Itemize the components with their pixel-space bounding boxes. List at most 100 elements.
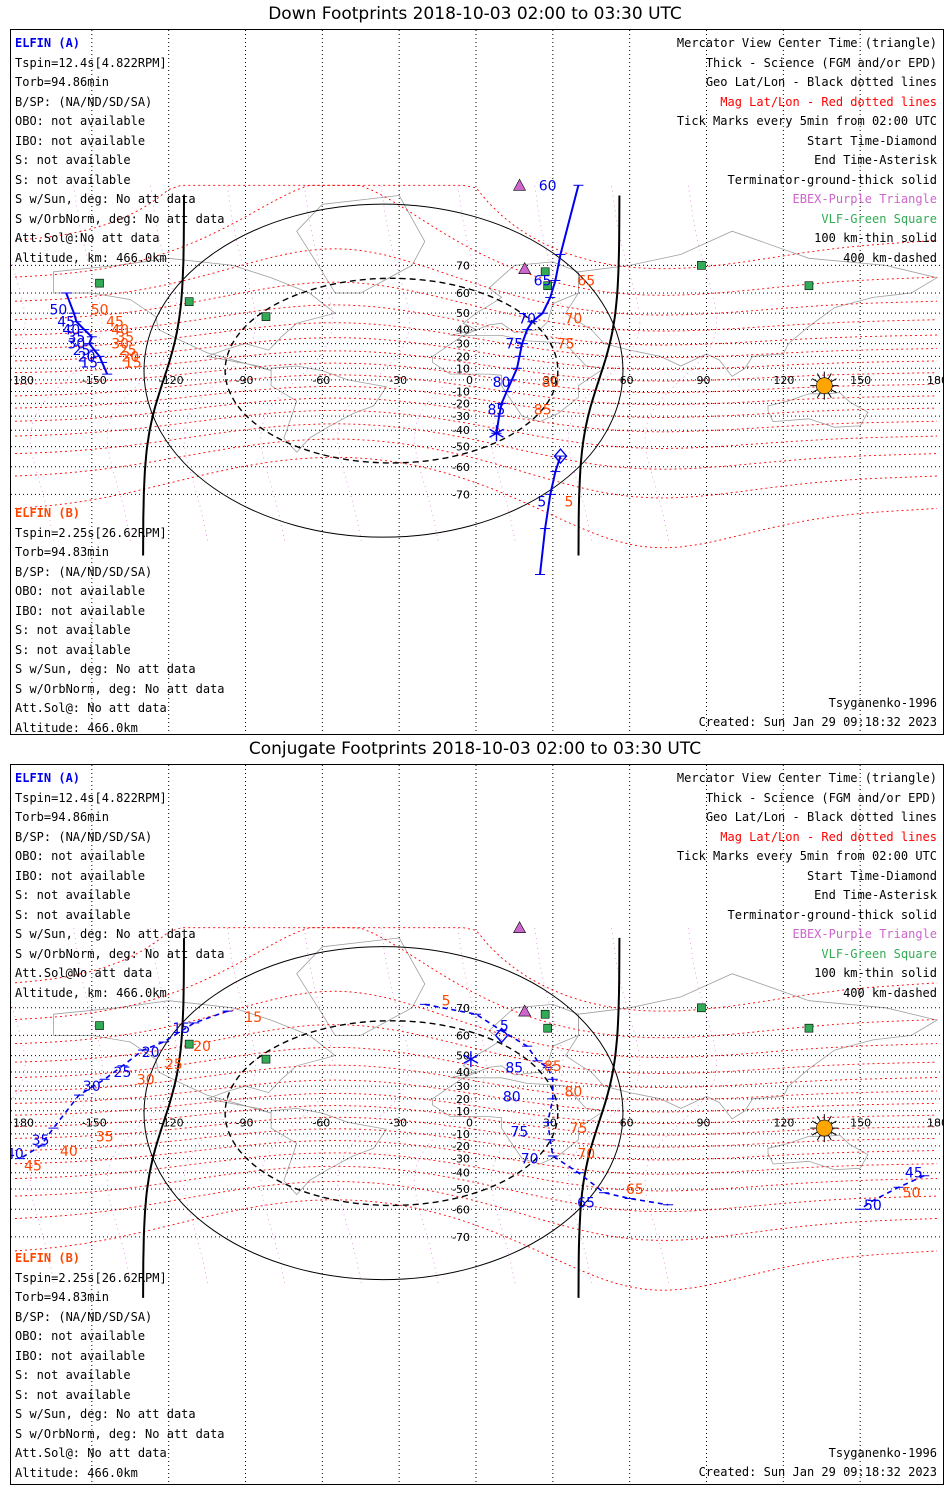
start-diamond-icon [494, 1027, 509, 1044]
legend-item: Thick - Science (FGM and/or EPD) [705, 55, 937, 70]
lon-tick-label: 90 [697, 374, 711, 387]
track-time-label-a: 45 [57, 315, 75, 331]
track-time-label-a: 25 [114, 1065, 132, 1081]
track-elfin-a [65, 292, 109, 375]
mag-parallel [14, 1024, 938, 1074]
track-time-label-a: 45 [905, 1166, 923, 1182]
vlf-square-icon [184, 1039, 194, 1049]
track-time-label-b: 80 [565, 1084, 583, 1100]
legend-item: Mercator View Center Time (triangle) [676, 36, 937, 50]
mag-parallel [14, 927, 938, 1012]
info-line: OBO: not available [15, 849, 146, 863]
vlf-square-icon [804, 281, 814, 291]
track-time-label-a: 50 [50, 303, 68, 319]
lat-tick-label: 60 [456, 1029, 470, 1042]
legend-item: Geo Lat/Lon - Black dotted lines [705, 810, 937, 824]
panel-title-down: Down Footprints 2018-10-03 02:00 to 03:3… [268, 4, 682, 24]
info-line: Altitude, km: 466.0km [15, 250, 167, 265]
mag-parallel [14, 438, 938, 499]
coastline [53, 257, 336, 371]
fov-100km [143, 203, 624, 538]
vlf-square-icon [540, 267, 550, 277]
track-time-label-a: 15 [80, 355, 98, 371]
sun-icon [816, 1119, 833, 1137]
end-asterisk-icon [489, 428, 504, 438]
legend: Mercator View Center Time (triangle) Thic… [677, 34, 937, 268]
info-line: S w/OrbNorm, deg: No att data [15, 211, 225, 226]
sun-ray [811, 378, 818, 383]
track-time-label-a: 35 [32, 1133, 50, 1149]
info-line: Att.Sol@: No att data [15, 1446, 167, 1460]
legend: Mercator View Center Time (triangle) Thic… [677, 769, 937, 1003]
legend-item: Start Time-Diamond [806, 868, 937, 883]
sat-a-header: ELFIN (A) [15, 36, 81, 50]
lat-tick-label: -20 [452, 397, 470, 410]
sun-ray [827, 1134, 832, 1141]
lat-tick-label: -60 [452, 461, 470, 474]
track-time-label-b: 45 [24, 1158, 42, 1174]
lat-tick-label: 60 [456, 287, 470, 300]
legend-item: Mag Lat/Lon - Red dotted lines [720, 94, 937, 109]
sat-b-info: ELFIN (B) Tspin=2.25s[26.62RPM] Torb=94.8… [15, 1249, 225, 1483]
ebex-triangle-icon [513, 921, 527, 934]
sat-a-lines: Tspin=12.4s[4.822RPM] Torb=94.86min B/SP: … [15, 789, 225, 1004]
coastline [767, 1134, 869, 1171]
legend-item: VLF-Green Square [821, 946, 937, 961]
track-time-label-a: 30 [83, 1079, 101, 1095]
sat-b-header: ELFIN (B) [15, 506, 81, 520]
mag-parallel [14, 350, 938, 382]
footer-info: Tsyganenko-1996 Created: Sun Jan 29 09:1… [699, 694, 937, 732]
vlf-square-icon [184, 297, 194, 306]
lon-tick-label: 120 [773, 374, 794, 387]
fov-100km [143, 946, 624, 1281]
legend-item: 400 km-dashed [843, 985, 937, 1000]
info-line: IBO: not available [15, 603, 146, 618]
track-time-label-a: 25 [73, 343, 91, 359]
info-line: IBO: not available [15, 868, 146, 883]
info-line: Altitude, km: 466.0km [15, 985, 167, 1000]
map-canvas-down: 180-150-120-90-60-3003060901201501807060… [11, 30, 943, 734]
track-time-label-b: 80 [541, 375, 559, 391]
terminator-west [142, 937, 185, 1298]
sun-ray [830, 1120, 837, 1125]
mag-parallel [14, 1079, 938, 1113]
info-line: Tspin=2.25s[26.62RPM] [15, 1270, 167, 1285]
track-time-label-a: 5 [537, 495, 546, 511]
legend-item: VLF-Green Square [821, 211, 937, 226]
info-line: Torb=94.83min [15, 1290, 109, 1304]
info-line: Torb=94.83min [15, 545, 109, 559]
coastline [296, 195, 426, 294]
track-time-label-b: 70 [577, 1146, 595, 1162]
mag-parallel [14, 374, 938, 406]
lon-tick-label: 0 [466, 1116, 473, 1129]
created-label: Created: Sun Jan 29 09:18:32 2023 [698, 715, 937, 729]
lat-tick-label: 30 [456, 338, 470, 351]
info-line: B/SP: (NA/ND/SD/SA) [15, 564, 153, 579]
track-time-label-b: 35 [116, 330, 134, 346]
track-time-label-b: 40 [60, 1144, 78, 1160]
track-time-label-b: 30 [111, 337, 129, 353]
lon-tick-label: -60 [312, 1116, 330, 1129]
track-elfin-a [539, 455, 562, 575]
mag-parallel [14, 456, 938, 549]
track-time-label-a: 65 [534, 273, 552, 289]
legend-item: 100 km-thin solid [814, 966, 937, 980]
lat-tick-label: 40 [456, 324, 470, 337]
sun-ray [827, 1115, 832, 1122]
coastline [565, 973, 939, 1120]
mag-meridian [337, 185, 410, 541]
lon-tick-label: 180 [13, 1116, 34, 1129]
lon-tick-label: -90 [236, 1116, 254, 1129]
mag-meridian [414, 927, 487, 1284]
track-time-label-b: 85 [544, 1059, 562, 1075]
mag-parallel [14, 1116, 938, 1148]
lat-tick-label: 20 [456, 350, 470, 363]
info-line: S w/Sun, deg: No att data [15, 927, 196, 941]
track-time-label-b: 25 [165, 1057, 183, 1073]
mag-meridian [414, 185, 487, 541]
legend-item: Terminator-ground-thick solid [727, 172, 937, 187]
sun-ray [830, 1131, 837, 1136]
info-line: S: not available [15, 907, 131, 922]
info-line: B/SP: (NA/ND/SD/SA) [15, 829, 153, 844]
info-line: Altitude: 466.0km [15, 1465, 138, 1480]
